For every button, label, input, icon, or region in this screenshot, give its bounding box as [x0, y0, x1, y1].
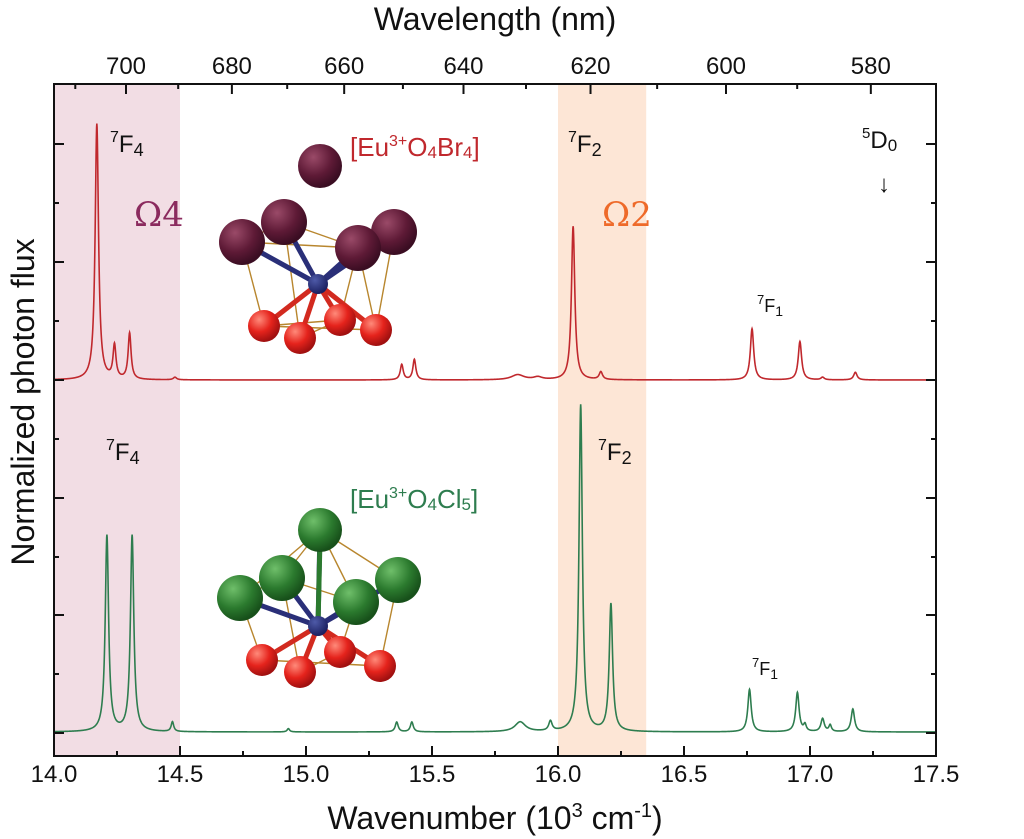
omega2-label: Ω2: [602, 195, 652, 235]
top-tick-label: 580: [851, 53, 891, 80]
top-tick-label: 660: [324, 53, 364, 80]
x-tick-label: 16.0: [535, 761, 582, 788]
y-axis-title: Normalized photon flux: [5, 238, 41, 565]
series-line-eu-o4cl5: [54, 404, 936, 733]
omega4-label: Ω4: [134, 195, 184, 235]
formula-bottom: [Eu3+O4Cl5]: [350, 484, 478, 514]
x-tick-label: 17.0: [787, 761, 834, 788]
x-tick-label: 17.5: [913, 761, 960, 788]
x-tick-label: 15.0: [283, 761, 330, 788]
formula-top: [Eu3+O4Br4]: [350, 132, 480, 162]
arrow-5d0: ↓: [878, 171, 890, 198]
x-tick-label: 14.5: [157, 761, 204, 788]
top-tick-label: 620: [570, 53, 610, 80]
top-tick-label: 700: [106, 53, 146, 80]
x-tick-label: 14.0: [31, 761, 78, 788]
band-omega2: [558, 84, 647, 756]
top-tick-label: 640: [443, 53, 483, 80]
label-5d0: 5D0: [862, 125, 897, 155]
label-top-7f4: 7F4: [110, 129, 144, 160]
molecule-eu-o4br4: [219, 144, 417, 354]
label-bottom-7f1: 7F1: [752, 655, 778, 682]
band-omega4: [54, 84, 180, 756]
label-top-7f1: 7F1: [757, 292, 783, 319]
top-tick-label: 680: [212, 53, 252, 80]
label-top-7f2: 7F2: [568, 129, 602, 160]
series-line-eu-o4br4: [54, 123, 936, 381]
x-tick-label: 15.5: [409, 761, 456, 788]
label-bottom-7f2: 7F2: [598, 437, 632, 468]
x-axis-title: Wavenumber (103 cm-1): [327, 800, 662, 836]
molecule-eu-o4cl5: [217, 508, 421, 688]
plot-frame: [53, 83, 937, 757]
x-tick-label: 16.5: [661, 761, 708, 788]
top-tick-label: 600: [706, 53, 746, 80]
label-bottom-7f4: 7F4: [106, 437, 140, 468]
top-axis-title: Wavelength (nm): [374, 1, 616, 37]
axis-ticks: 14.0 14.5 15.0 15.5 16.0 16.5 17.0 17.5 700 680 66…: [31, 53, 960, 788]
shaded-bands: [54, 84, 647, 756]
